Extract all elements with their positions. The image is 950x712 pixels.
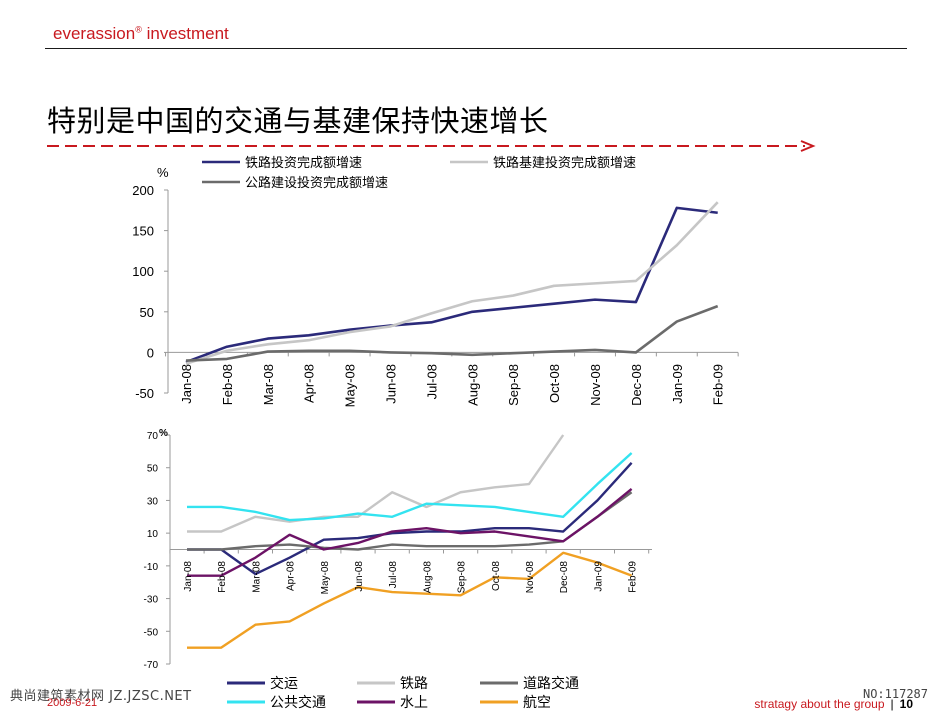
brand-name: everassion — [53, 24, 136, 43]
series-line — [185, 206, 718, 364]
x-tick-label: Jan-09 — [670, 364, 685, 404]
legend-label: 铁路投资完成额增速 — [245, 155, 362, 171]
legend-label: 铁路基建投资完成额增速 — [493, 155, 636, 171]
title-arrow — [47, 140, 816, 152]
legend-label: 公路建设投资完成额增速 — [245, 175, 388, 191]
x-tick-label: Jun-08 — [354, 561, 365, 592]
x-tick-label: Jul-08 — [388, 561, 399, 589]
y-tick-label: 50 — [147, 464, 159, 475]
header-rule — [45, 48, 907, 49]
x-tick-label: Nov-08 — [588, 364, 603, 406]
x-tick-label: Dec-08 — [559, 561, 570, 594]
series-line — [187, 461, 633, 576]
x-tick-label: Aug-08 — [422, 561, 433, 594]
brand-registered-mark: ® — [135, 24, 142, 35]
x-tick-label: Dec-08 — [629, 364, 644, 406]
title-arrow-head — [800, 140, 816, 152]
series-line — [187, 491, 633, 551]
x-tick-label: Sep-08 — [457, 561, 468, 594]
y-tick-label: -50 — [135, 386, 154, 401]
series-line — [185, 201, 719, 366]
x-tick-label: May-08 — [343, 364, 358, 407]
x-tick-label: Feb-09 — [628, 561, 639, 593]
footer-tagline: stratagy about the group — [754, 697, 885, 711]
x-tick-label: Nov-08 — [525, 561, 536, 594]
y-tick-label: -50 — [144, 627, 159, 638]
x-tick-label: May-08 — [320, 561, 331, 595]
watermark-right: NO:117287 — [862, 687, 928, 701]
footer-separator: | — [890, 697, 894, 711]
x-tick-label: Jan-08 — [179, 364, 194, 404]
series-line — [187, 434, 565, 533]
series-line — [187, 452, 633, 522]
legend-label: 航空 — [523, 695, 551, 711]
legend-label: 水上 — [400, 695, 428, 711]
brand-suffix: investment — [141, 24, 229, 43]
y-tick-label: 200 — [132, 183, 154, 198]
x-tick-label: Apr-08 — [302, 364, 317, 403]
x-tick-label: Oct-08 — [547, 364, 562, 403]
x-tick-label: Apr-08 — [286, 561, 297, 591]
legend-label: 交运 — [270, 675, 298, 692]
legend-label: 铁路 — [400, 676, 428, 692]
page-number: 10 — [899, 697, 913, 711]
page-title: 特别是中国的交通与基建保持快速增长 — [47, 104, 549, 138]
footer-date: 2009-6-21 — [47, 697, 98, 709]
unit-label: % — [157, 165, 169, 180]
y-tick-label: 0 — [147, 345, 154, 360]
x-tick-label: Oct-08 — [491, 561, 502, 591]
x-tick-label: Feb-09 — [711, 364, 726, 405]
x-tick-label: Feb-08 — [217, 561, 228, 593]
x-tick-label: Jun-08 — [384, 364, 399, 404]
brand-logo: everassion® investment — [53, 24, 229, 44]
y-tick-label: 70 — [147, 431, 159, 442]
y-tick-label: -10 — [144, 562, 159, 573]
legend-label: 道路交通 — [523, 675, 579, 692]
y-tick-label: 10 — [147, 529, 159, 540]
footer-right: stratagy about the group | 10 — [754, 697, 913, 711]
x-tick-label: Aug-08 — [465, 364, 480, 406]
x-tick-label: Jul-08 — [424, 364, 439, 399]
y-tick-label: 30 — [147, 496, 159, 507]
x-tick-label: Sep-08 — [506, 364, 521, 406]
y-tick-label: 50 — [140, 305, 154, 320]
x-tick-label: Mar-08 — [251, 561, 262, 593]
x-tick-label: Jan-09 — [593, 561, 604, 592]
unit-label: % — [159, 428, 168, 439]
y-tick-label: -70 — [144, 660, 159, 671]
y-tick-label: 150 — [132, 224, 154, 239]
legend-label: 公共交通 — [270, 694, 326, 711]
series-line — [185, 304, 719, 362]
y-tick-label: -30 — [144, 595, 159, 606]
series-line — [187, 488, 633, 577]
series-line — [187, 551, 633, 649]
x-tick-label: Feb-08 — [220, 364, 235, 405]
y-tick-label: 100 — [132, 264, 154, 279]
watermark-left: 典尚建筑素材网 JZ.JZSC.NET — [10, 689, 192, 704]
x-tick-label: Mar-08 — [261, 364, 276, 405]
x-tick-label: Jan-08 — [183, 561, 194, 592]
